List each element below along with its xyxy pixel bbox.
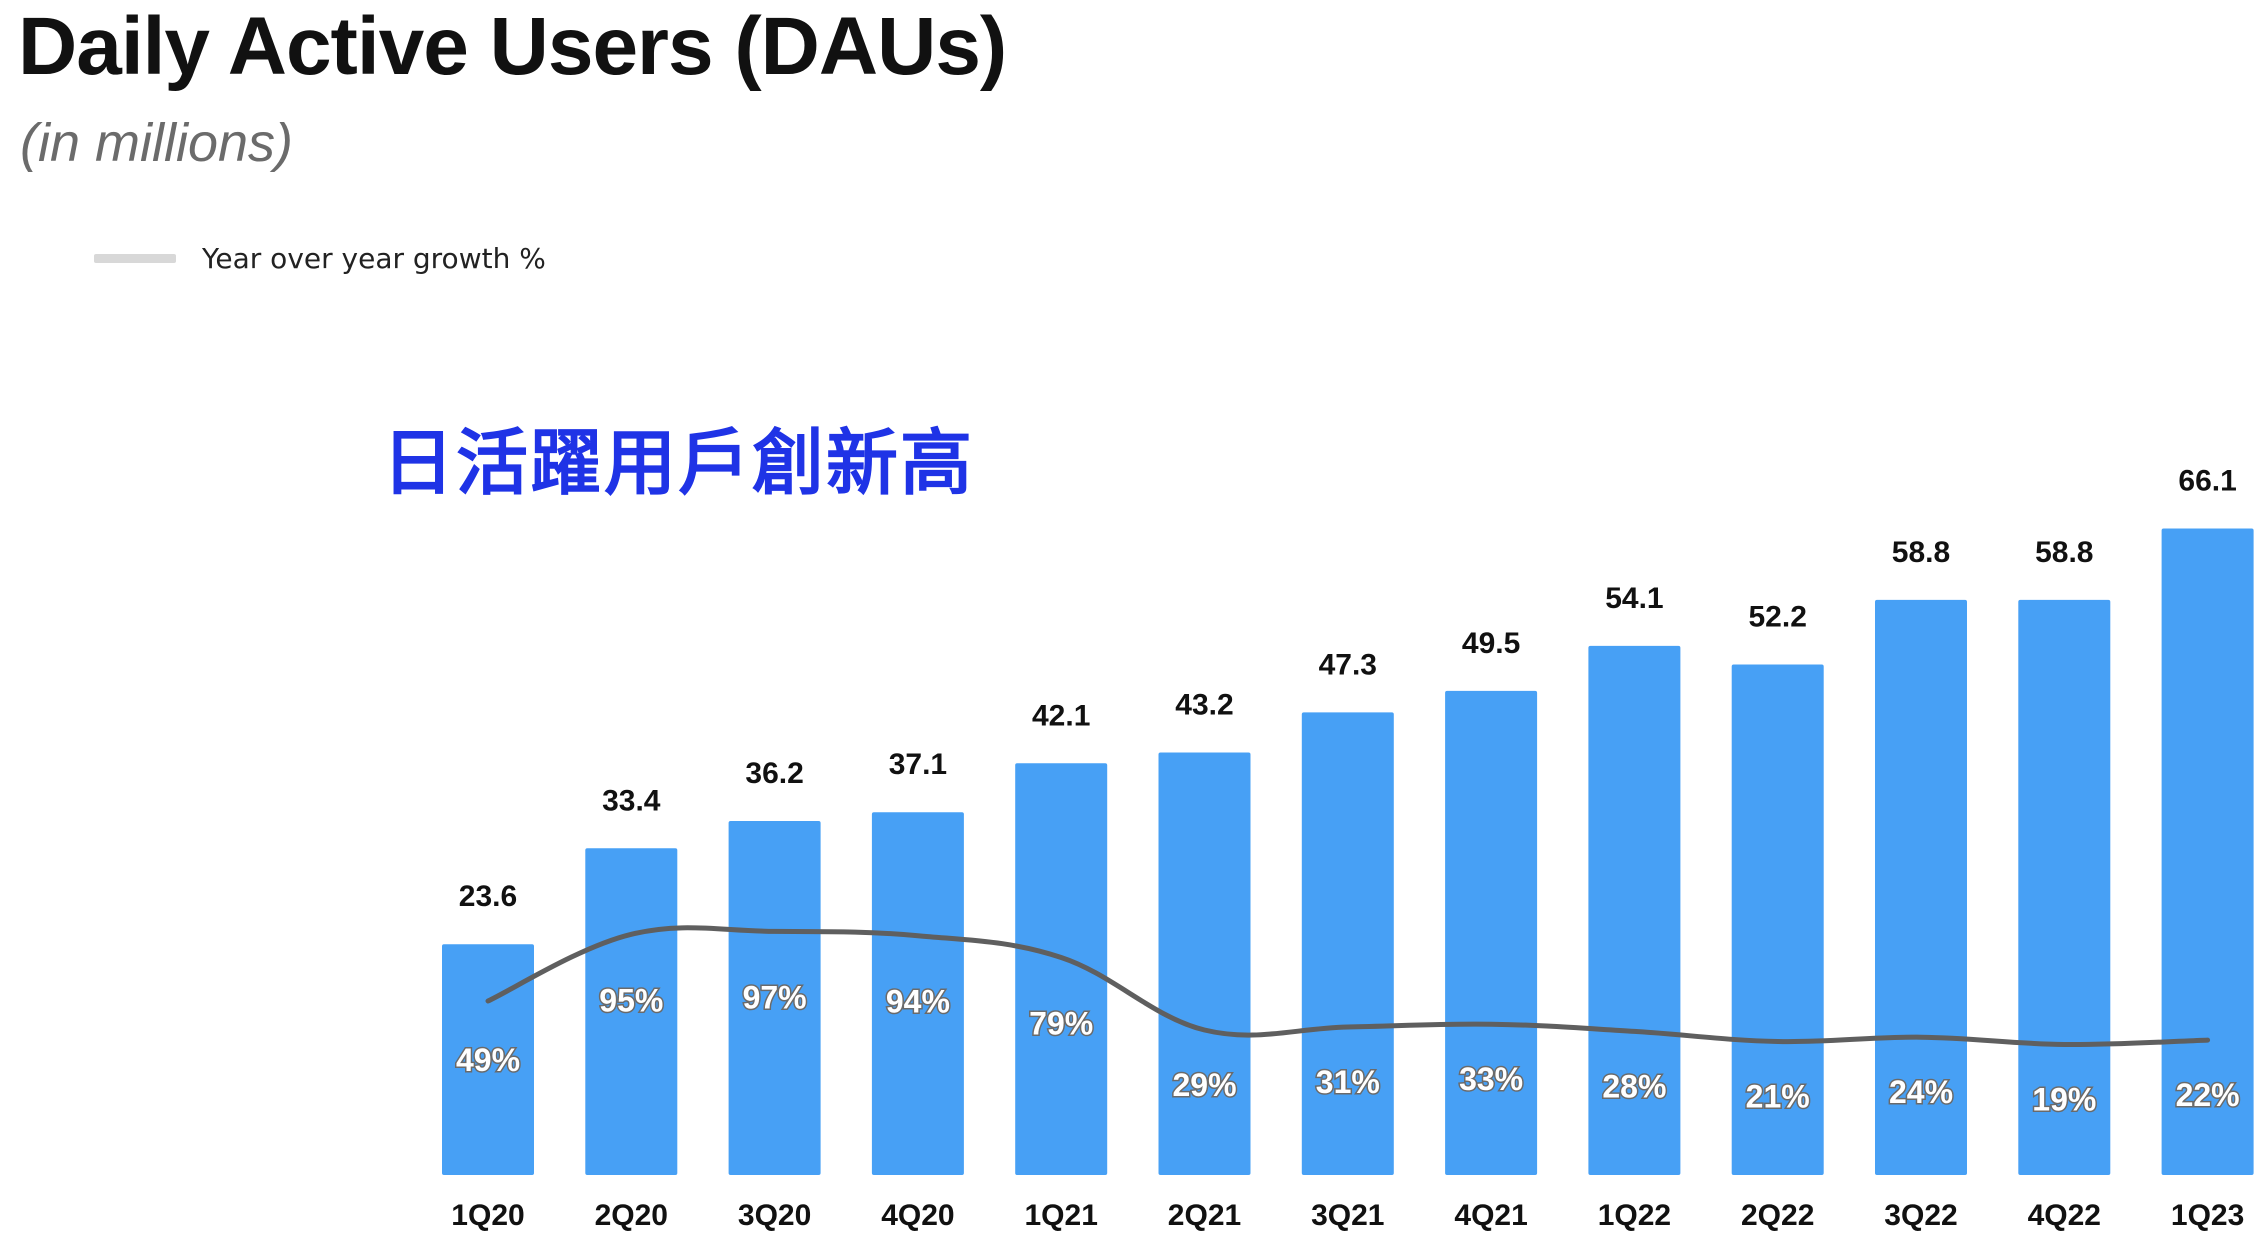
bar-value-label: 33.4 bbox=[602, 784, 661, 817]
bar-3Q20 bbox=[728, 821, 821, 1175]
growth-value-label: 28% bbox=[1602, 1068, 1666, 1104]
page-title: Daily Active Users (DAUs) bbox=[18, 1, 1007, 92]
bar-value-label: 42.1 bbox=[1032, 699, 1090, 732]
growth-line bbox=[485, 925, 2211, 1048]
growth-value-label: 19% bbox=[2032, 1082, 2096, 1118]
bar-4Q20 bbox=[871, 812, 964, 1175]
labels-layer: 23.6 1Q20 49% 33.4 2Q20 95% 36.2 3Q20 97% 37.1 4Q2… bbox=[451, 465, 2244, 1233]
x-tick-label: 1Q21 bbox=[1025, 1199, 1098, 1232]
bar-1Q22 bbox=[1588, 645, 1681, 1175]
bar-value-label: 47.3 bbox=[1319, 648, 1377, 681]
growth-value-label: 79% bbox=[1029, 1006, 1093, 1042]
growth-value-label: 97% bbox=[743, 979, 807, 1015]
x-tick-label: 4Q21 bbox=[1454, 1199, 1527, 1232]
x-tick-label: 4Q20 bbox=[881, 1199, 954, 1232]
growth-value-label: 95% bbox=[599, 982, 663, 1018]
bar-value-label: 43.2 bbox=[1175, 689, 1233, 722]
bar-value-label: 52.2 bbox=[1749, 601, 1807, 634]
x-tick-label: 2Q21 bbox=[1168, 1199, 1241, 1232]
growth-value-label: 49% bbox=[456, 1042, 520, 1078]
x-tick-label: 2Q20 bbox=[595, 1199, 668, 1232]
bar-2Q21 bbox=[1158, 752, 1251, 1175]
bar-value-label: 58.8 bbox=[1892, 536, 1950, 569]
page-subtitle: (in millions) bbox=[20, 113, 294, 173]
x-tick-label: 1Q23 bbox=[2171, 1199, 2244, 1232]
x-tick-label: 3Q22 bbox=[1884, 1199, 1957, 1232]
bar-value-label: 36.2 bbox=[745, 757, 803, 790]
bar-1Q23 bbox=[2161, 528, 2254, 1175]
bar-value-label: 66.1 bbox=[2178, 465, 2236, 498]
bar-4Q22 bbox=[2018, 599, 2111, 1175]
x-tick-label: 1Q20 bbox=[451, 1199, 524, 1232]
bar-value-label: 54.1 bbox=[1605, 582, 1663, 615]
growth-value-label: 21% bbox=[1746, 1079, 1810, 1115]
growth-value-label: 94% bbox=[886, 984, 950, 1020]
growth-value-label: 29% bbox=[1172, 1067, 1236, 1103]
bar-value-label: 49.5 bbox=[1462, 627, 1520, 660]
growth-value-label: 24% bbox=[1889, 1074, 1953, 1110]
x-tick-label: 2Q22 bbox=[1741, 1199, 1814, 1232]
bar-3Q21 bbox=[1301, 712, 1394, 1175]
bar-value-label: 23.6 bbox=[459, 880, 517, 913]
x-tick-label: 4Q22 bbox=[2028, 1199, 2101, 1232]
x-tick-label: 1Q22 bbox=[1598, 1199, 1671, 1232]
bar-1Q20 bbox=[442, 944, 534, 1175]
bars-layer bbox=[442, 528, 2254, 1175]
x-tick-label: 3Q21 bbox=[1311, 1199, 1384, 1232]
annotation-text: 日活躍用戶創新高 bbox=[382, 421, 975, 505]
bar-4Q21 bbox=[1445, 690, 1538, 1175]
bar-3Q22 bbox=[1875, 599, 1967, 1175]
legend: Year over year growth % bbox=[94, 236, 546, 280]
x-tick-label: 3Q20 bbox=[738, 1199, 811, 1232]
bar-2Q22 bbox=[1731, 664, 1824, 1175]
bar-value-label: 37.1 bbox=[889, 748, 947, 781]
growth-value-label: 22% bbox=[2176, 1077, 2240, 1113]
growth-value-label: 33% bbox=[1459, 1061, 1523, 1097]
growth-line-layer bbox=[485, 925, 2211, 1048]
bar-1Q21 bbox=[1015, 763, 1108, 1175]
legend-label: Year over year growth % bbox=[202, 241, 546, 275]
legend-line-swatch bbox=[94, 253, 176, 263]
growth-value-label: 31% bbox=[1316, 1064, 1380, 1100]
bar-value-label: 58.8 bbox=[2035, 536, 2093, 569]
